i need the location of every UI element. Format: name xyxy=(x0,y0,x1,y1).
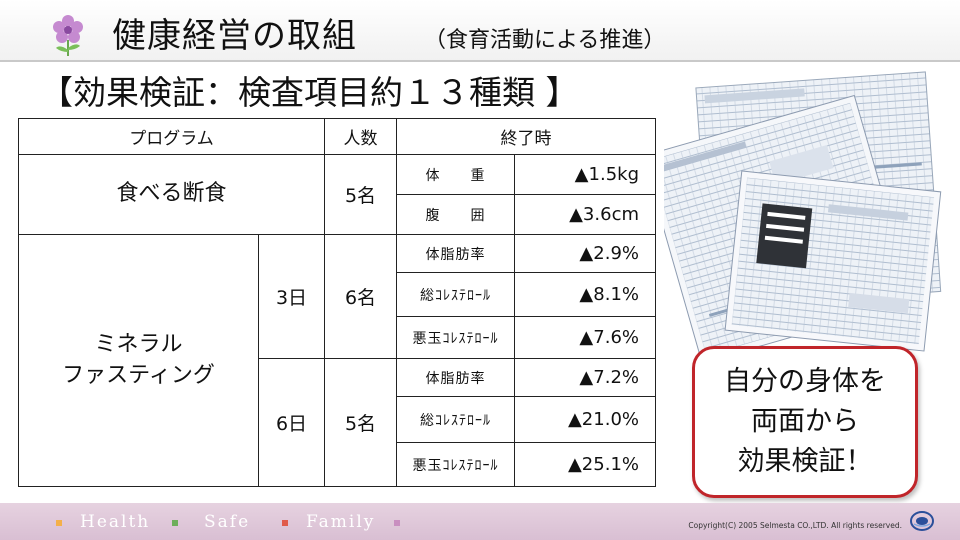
end-square-icon xyxy=(394,520,400,526)
safe-square-icon xyxy=(172,520,178,526)
table-header-row: プログラム 人数 終了時 xyxy=(18,118,656,155)
table-row: 悪玉ｺﾚｽﾃﾛｰﾙ ▲7.6% xyxy=(19,316,656,359)
people-count: 5名 xyxy=(324,154,397,235)
metric-value: ▲8.1% xyxy=(514,272,656,317)
results-table: プログラム 人数 終了時 食べる断食 5名 体 重 ▲1.5kg 腹 囲 ▲3.… xyxy=(18,118,656,487)
metric-label: 体脂肪率 xyxy=(396,234,515,273)
duration-days: 6日 xyxy=(258,358,325,487)
family-square-icon xyxy=(282,520,288,526)
footer-tag-safe: Safe xyxy=(204,512,251,532)
table-row: 腹 囲 ▲3.6cm xyxy=(19,194,656,235)
program-name: 食べる断食 xyxy=(18,154,325,235)
metric-value: ▲21.0% xyxy=(514,396,656,443)
metric-label: 悪玉ｺﾚｽﾃﾛｰﾙ xyxy=(396,316,515,359)
table-row: 6日 5名 体脂肪率 ▲7.2% xyxy=(19,358,656,487)
header-program: プログラム xyxy=(18,118,325,155)
table-row: 悪玉ｺﾚｽﾃﾛｰﾙ ▲25.1% xyxy=(19,442,656,487)
metric-value: ▲25.1% xyxy=(514,442,656,487)
metric-label: 体 重 xyxy=(396,154,515,195)
company-logo-icon xyxy=(910,511,934,531)
document-stack-illustration xyxy=(664,71,942,360)
footer-bar: Health Safe Family Copyright(C) 2005 Sel… xyxy=(0,503,960,540)
metric-value: ▲7.6% xyxy=(514,316,656,359)
section-heading: 【効果検証：検査項目約１３種類 】 xyxy=(40,73,579,112)
metric-label: 体脂肪率 xyxy=(396,358,515,397)
page-subtitle: （食育活動による推進） xyxy=(424,28,666,53)
header-result: 終了時 xyxy=(396,118,656,155)
program-mineral-line2: ファスティング xyxy=(62,362,215,388)
callout-box: 自分の身体を 両面から 効果検証！ xyxy=(692,346,918,498)
callout-line2: 両面から xyxy=(751,406,859,437)
program-fasting: 食べる断食 xyxy=(116,181,227,207)
metric-label: 腹 囲 xyxy=(396,194,515,235)
table-row: ミネラル ファスティング 3日 6名 体脂肪率 ▲2.9% xyxy=(18,234,656,487)
copyright-text: Copyright(C) 2005 Selmesta CO.,LTD. All … xyxy=(688,521,902,530)
program-name: ミネラル ファスティング xyxy=(18,234,259,487)
page-title: 健康経営の取組 xyxy=(112,16,357,56)
metric-label: 総ｺﾚｽﾃﾛｰﾙ xyxy=(396,272,515,317)
callout-line3: 効果検証！ xyxy=(737,446,873,477)
table-row: 総ｺﾚｽﾃﾛｰﾙ ▲21.0% xyxy=(19,396,656,443)
people-count: 5名 xyxy=(324,358,397,487)
footer-tag-health: Health xyxy=(80,512,151,532)
metric-value: ▲3.6cm xyxy=(514,194,656,235)
metric-value: ▲1.5kg xyxy=(514,154,656,195)
metric-label: 悪玉ｺﾚｽﾃﾛｰﾙ xyxy=(396,442,515,487)
flower-logo-icon xyxy=(53,15,83,56)
footer-tag-family: Family xyxy=(306,512,376,532)
duration-days: 3日 xyxy=(258,234,325,359)
metric-value: ▲2.9% xyxy=(514,234,656,273)
metric-value: ▲7.2% xyxy=(514,358,656,397)
metric-label: 総ｺﾚｽﾃﾛｰﾙ xyxy=(396,396,515,443)
people-count: 6名 xyxy=(324,234,397,359)
table-row: 総ｺﾚｽﾃﾛｰﾙ ▲8.1% xyxy=(19,272,656,317)
header-people: 人数 xyxy=(324,118,397,155)
table-row: 食べる断食 5名 体 重 ▲1.5kg xyxy=(18,154,656,235)
program-mineral-line1: ミネラル xyxy=(94,331,183,357)
health-square-icon xyxy=(56,520,62,526)
header-bar: 健康経営の取組 （食育活動による推進） xyxy=(0,0,960,62)
callout-line1: 自分の身体を xyxy=(724,366,886,397)
